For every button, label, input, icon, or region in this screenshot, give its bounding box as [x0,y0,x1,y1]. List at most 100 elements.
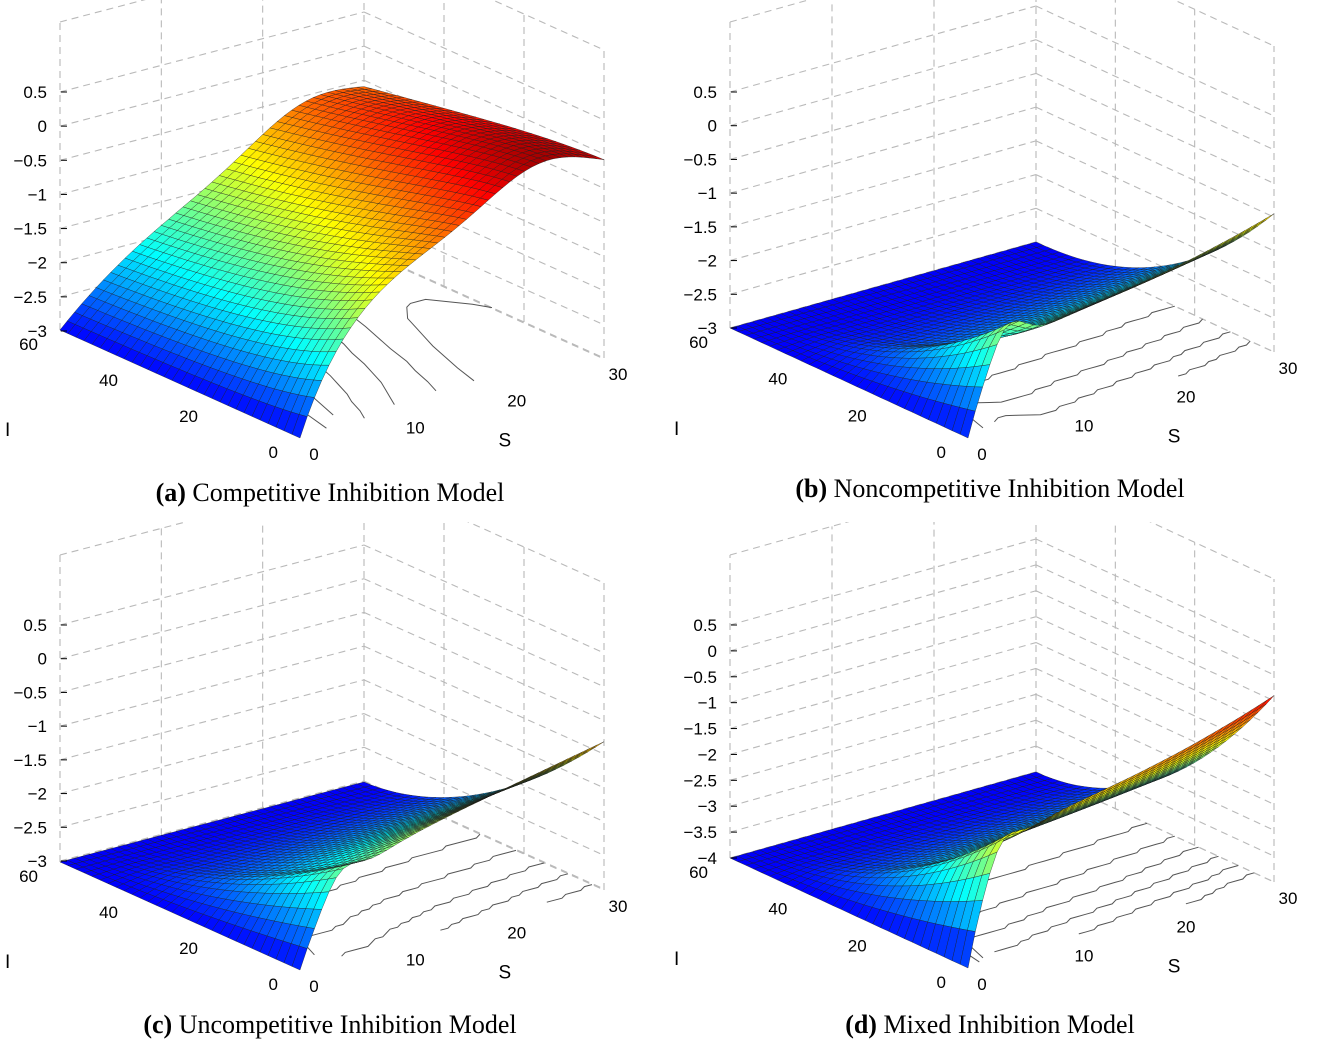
z-tick-label: −0.5 [13,683,47,702]
grid-line [1035,241,1275,353]
caption-text: Noncompetitive Inhibition Model [833,474,1185,503]
grid-line [1035,72,1275,184]
z-tick-label: −2.5 [13,288,47,307]
grid-line [363,113,605,223]
s-axis-label: S [1168,427,1181,448]
grid-line [729,667,1037,755]
contour-line [546,884,593,903]
z-axis: 0.50−0.5−1−1.5−2−2.5−3 [683,83,737,338]
grid-line [1035,642,1275,754]
z-tick-label: −1 [28,185,47,204]
panel-d: 0.5 0 −0.5 −1 −1.5 −2 −2.5 −3 −3.5 −4 0 20 40 60 I 0 10 2… [660,522,1320,1044]
s-axis-label: S [499,430,512,451]
contour-line [341,862,545,957]
surface-patch [291,945,308,971]
contour-line [1078,865,1239,935]
grid-line [1149,522,1275,580]
grid-line [363,249,605,359]
i-tick-label: 60 [19,335,38,354]
caption-c: (c) Uncompetitive Inhibition Model [0,1010,660,1040]
grid-line [729,745,1037,833]
grid-line [1035,538,1275,650]
grid-line [729,106,1037,194]
grid-line [363,45,605,155]
s-tick-label: 20 [507,392,526,411]
contour-line [970,846,1199,959]
caption-tag: (b) [795,474,828,503]
caption-text: Competitive Inhibition Model [192,478,505,507]
grid-line [59,45,365,127]
grid-line [363,578,605,688]
z-tick-label: 0 [38,650,47,669]
grid-line [1035,140,1275,252]
caption-b: (b) Noncompetitive Inhibition Model [660,474,1320,504]
z-tick-label: −2.5 [13,818,47,837]
surface-patch [959,409,976,439]
grid [59,522,605,891]
grid-line [729,693,1037,781]
z-tick-label: −1.5 [683,218,717,237]
grid-line [363,713,605,823]
i-tick-label: 40 [768,370,787,389]
i-tick-label: 20 [179,407,198,426]
caption-tag: (a) [155,478,186,507]
i-tick-label: 40 [99,371,118,390]
i-tick-label: 40 [99,903,118,922]
grid-line [729,642,1037,730]
grid-line [363,250,605,360]
grid-line [59,0,146,23]
surface-mesh [59,86,605,439]
grid-line [1173,0,1275,47]
grid-line [363,746,605,856]
grid-line [729,538,1037,626]
s-axis-label: S [499,962,512,983]
z-tick-label: 0 [708,117,717,136]
grid-line [729,207,1037,295]
z-tick-label: −2.5 [683,285,717,304]
i-tick-label: 20 [848,406,867,425]
grid-line [59,11,365,93]
grid-line [59,522,188,556]
contour-line [994,855,1219,953]
contour-line [305,849,517,956]
contour-line [406,298,493,382]
contour-line [440,873,569,931]
s-tick-label: 10 [406,418,425,437]
grid-line [729,590,1037,678]
grid-line [59,578,365,660]
grid [729,522,1275,883]
grid-line [467,522,605,584]
grid-line [729,39,1037,127]
s-tick-label: 20 [1177,388,1196,407]
z-tick-label: −3 [28,322,47,341]
panel-c: 0.5 0 −0.5 −1 −1.5 −2 −2.5 −3 0 20 40 60 I 0 10 20 30 S (… [0,522,660,1044]
grid-line [729,174,1037,262]
i-tick-label: 0 [937,443,946,462]
surface-mesh [729,695,1275,969]
s-tick-label: 20 [507,924,526,943]
grid-line [363,780,605,890]
grid-line [1035,39,1275,151]
grid-line [363,611,605,721]
surface-patch [291,414,308,439]
z-tick-label: 0.5 [23,83,47,102]
grid-line [363,79,605,189]
i-tick-label: 0 [269,443,278,462]
s-tick-label: 0 [977,445,986,464]
grid-line [1035,771,1275,883]
grid-line [1035,719,1275,831]
i-axis-label: I [5,952,10,973]
i-tick-label: 20 [179,939,198,958]
s-tick-label: 30 [1279,359,1298,378]
grid-line [59,79,365,161]
z-tick-label: −1 [28,717,47,736]
grid-line [729,5,1037,93]
grid-line [59,611,365,693]
grid-line [729,140,1037,228]
